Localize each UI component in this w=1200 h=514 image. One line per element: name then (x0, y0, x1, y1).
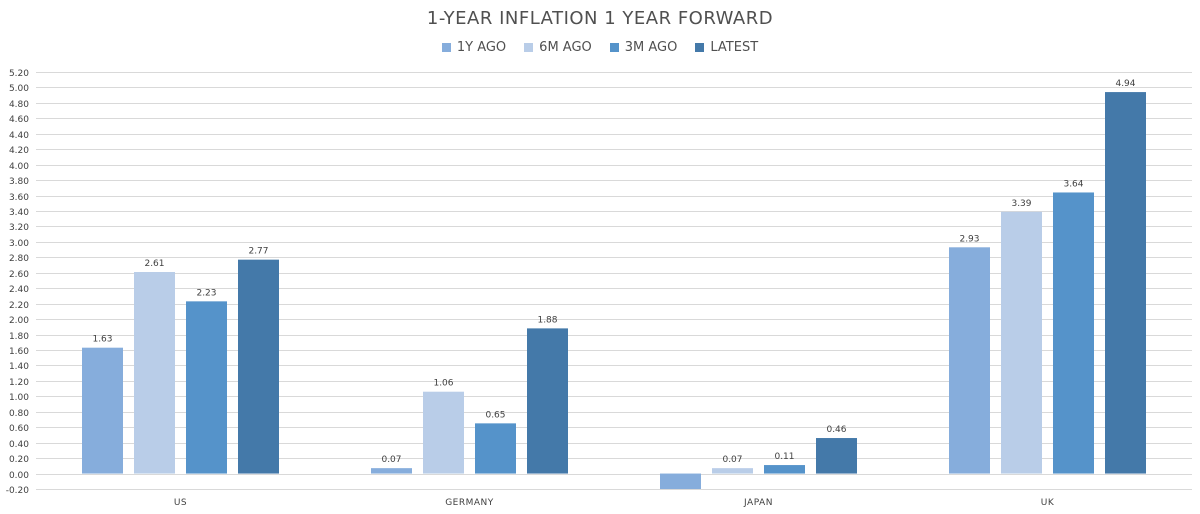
y-tick-label: 1.20 (9, 378, 29, 388)
y-tick-label: 0.00 (9, 471, 29, 481)
y-tick-label: 1.60 (9, 347, 29, 357)
y-tick-label: 2.60 (9, 270, 29, 280)
y-tick-label: 0.40 (9, 440, 29, 450)
bar (816, 438, 857, 474)
bar (134, 272, 175, 474)
data-label: 0.07 (722, 455, 742, 465)
y-tick-label: 3.40 (9, 208, 29, 218)
y-tick-label: -0.20 (6, 486, 30, 496)
legend-label-latest: LATEST (710, 40, 759, 55)
y-tick-label: 5.00 (9, 84, 29, 94)
data-label: 2.23 (196, 288, 216, 298)
legend-item-1y-ago: 1Y AGO (441, 40, 507, 55)
bar (527, 328, 568, 474)
y-tick-label: 2.00 (9, 316, 29, 326)
bar (371, 468, 412, 474)
bar (660, 473, 701, 489)
bar (764, 465, 805, 474)
bars (82, 92, 1146, 489)
y-tick-label: 4.80 (9, 100, 29, 110)
legend-label-1y-ago: 1Y AGO (456, 40, 507, 55)
data-label: 2.61 (144, 259, 164, 269)
data-label: 3.39 (1011, 199, 1031, 209)
legend-label-6m-ago: 6M AGO (539, 40, 592, 55)
y-tick-label: 3.20 (9, 223, 29, 233)
legend-swatch-1y-ago (441, 43, 451, 52)
data-label: 3.64 (1063, 179, 1083, 189)
y-tick-label: 2.80 (9, 254, 29, 264)
data-labels: 1.63 2.61 2.23 2.77 0.07 1.06 0.65 1.88 0.07 0.11… (92, 79, 1135, 465)
y-tick-label: 4.20 (9, 146, 29, 156)
y-tick-label: 1.80 (9, 332, 29, 342)
y-tick-label: 1.00 (9, 393, 29, 403)
y-tick-label: 3.00 (9, 239, 29, 249)
y-tick-label: 3.60 (9, 193, 29, 203)
y-tick-label: 2.40 (9, 285, 29, 295)
bar (949, 247, 990, 474)
y-tick-label: 0.80 (9, 409, 29, 419)
y-gridlines (36, 72, 1192, 490)
bar (186, 301, 227, 474)
y-tick-label: 4.60 (9, 115, 29, 125)
x-tick-label: UK (1041, 498, 1055, 508)
data-label: 1.88 (537, 315, 557, 325)
y-tick-label: 0.20 (9, 455, 29, 465)
legend-label-3m-ago: 3M AGO (624, 40, 678, 55)
legend-swatch-latest (695, 43, 705, 52)
bar (1105, 92, 1146, 474)
bar (475, 423, 516, 474)
bar (1053, 192, 1094, 474)
bar (238, 259, 279, 474)
legend-item-6m-ago: 6M AGO (524, 40, 592, 55)
bar (423, 391, 464, 474)
x-tick-label: GERMANY (445, 498, 494, 508)
bar (712, 468, 753, 474)
data-label: 0.46 (826, 425, 846, 435)
chart-title: 1-YEAR INFLATION 1 YEAR FORWARD (426, 8, 774, 29)
legend-item-3m-ago: 3M AGO (609, 40, 678, 55)
y-tick-label: 0.60 (9, 424, 29, 434)
data-label: 2.77 (248, 247, 268, 257)
x-tick-label: US (174, 498, 187, 508)
chart-legend: 1Y AGO 6M AGO 3M AGO LATEST (0, 40, 1200, 55)
data-label: 0.11 (774, 452, 794, 462)
x-tick-label: JAPAN (743, 498, 773, 508)
legend-item-latest: LATEST (695, 40, 758, 55)
y-axis-ticks: -0.20 0.00 0.20 0.40 0.60 0.80 1.00 1.20 1.40 1.6… (6, 69, 30, 496)
x-axis-labels: US GERMANY JAPAN UK (174, 498, 1055, 508)
y-tick-label: 1.40 (9, 362, 29, 372)
y-tick-label: 2.20 (9, 301, 29, 311)
y-tick-label: 4.00 (9, 162, 29, 172)
data-label: 4.94 (1115, 79, 1135, 89)
data-label: 0.07 (381, 455, 401, 465)
data-label: 1.06 (433, 379, 453, 389)
y-tick-label: 5.20 (9, 69, 29, 79)
y-tick-label: 3.80 (9, 177, 29, 187)
data-label: 1.63 (92, 335, 112, 345)
legend-swatch-6m-ago (524, 43, 534, 52)
bar (1001, 211, 1042, 474)
bar (82, 347, 123, 474)
data-label: 0.65 (485, 410, 505, 420)
data-label: 2.93 (959, 234, 979, 244)
legend-swatch-3m-ago (609, 43, 619, 52)
y-tick-label: 4.40 (9, 131, 29, 141)
